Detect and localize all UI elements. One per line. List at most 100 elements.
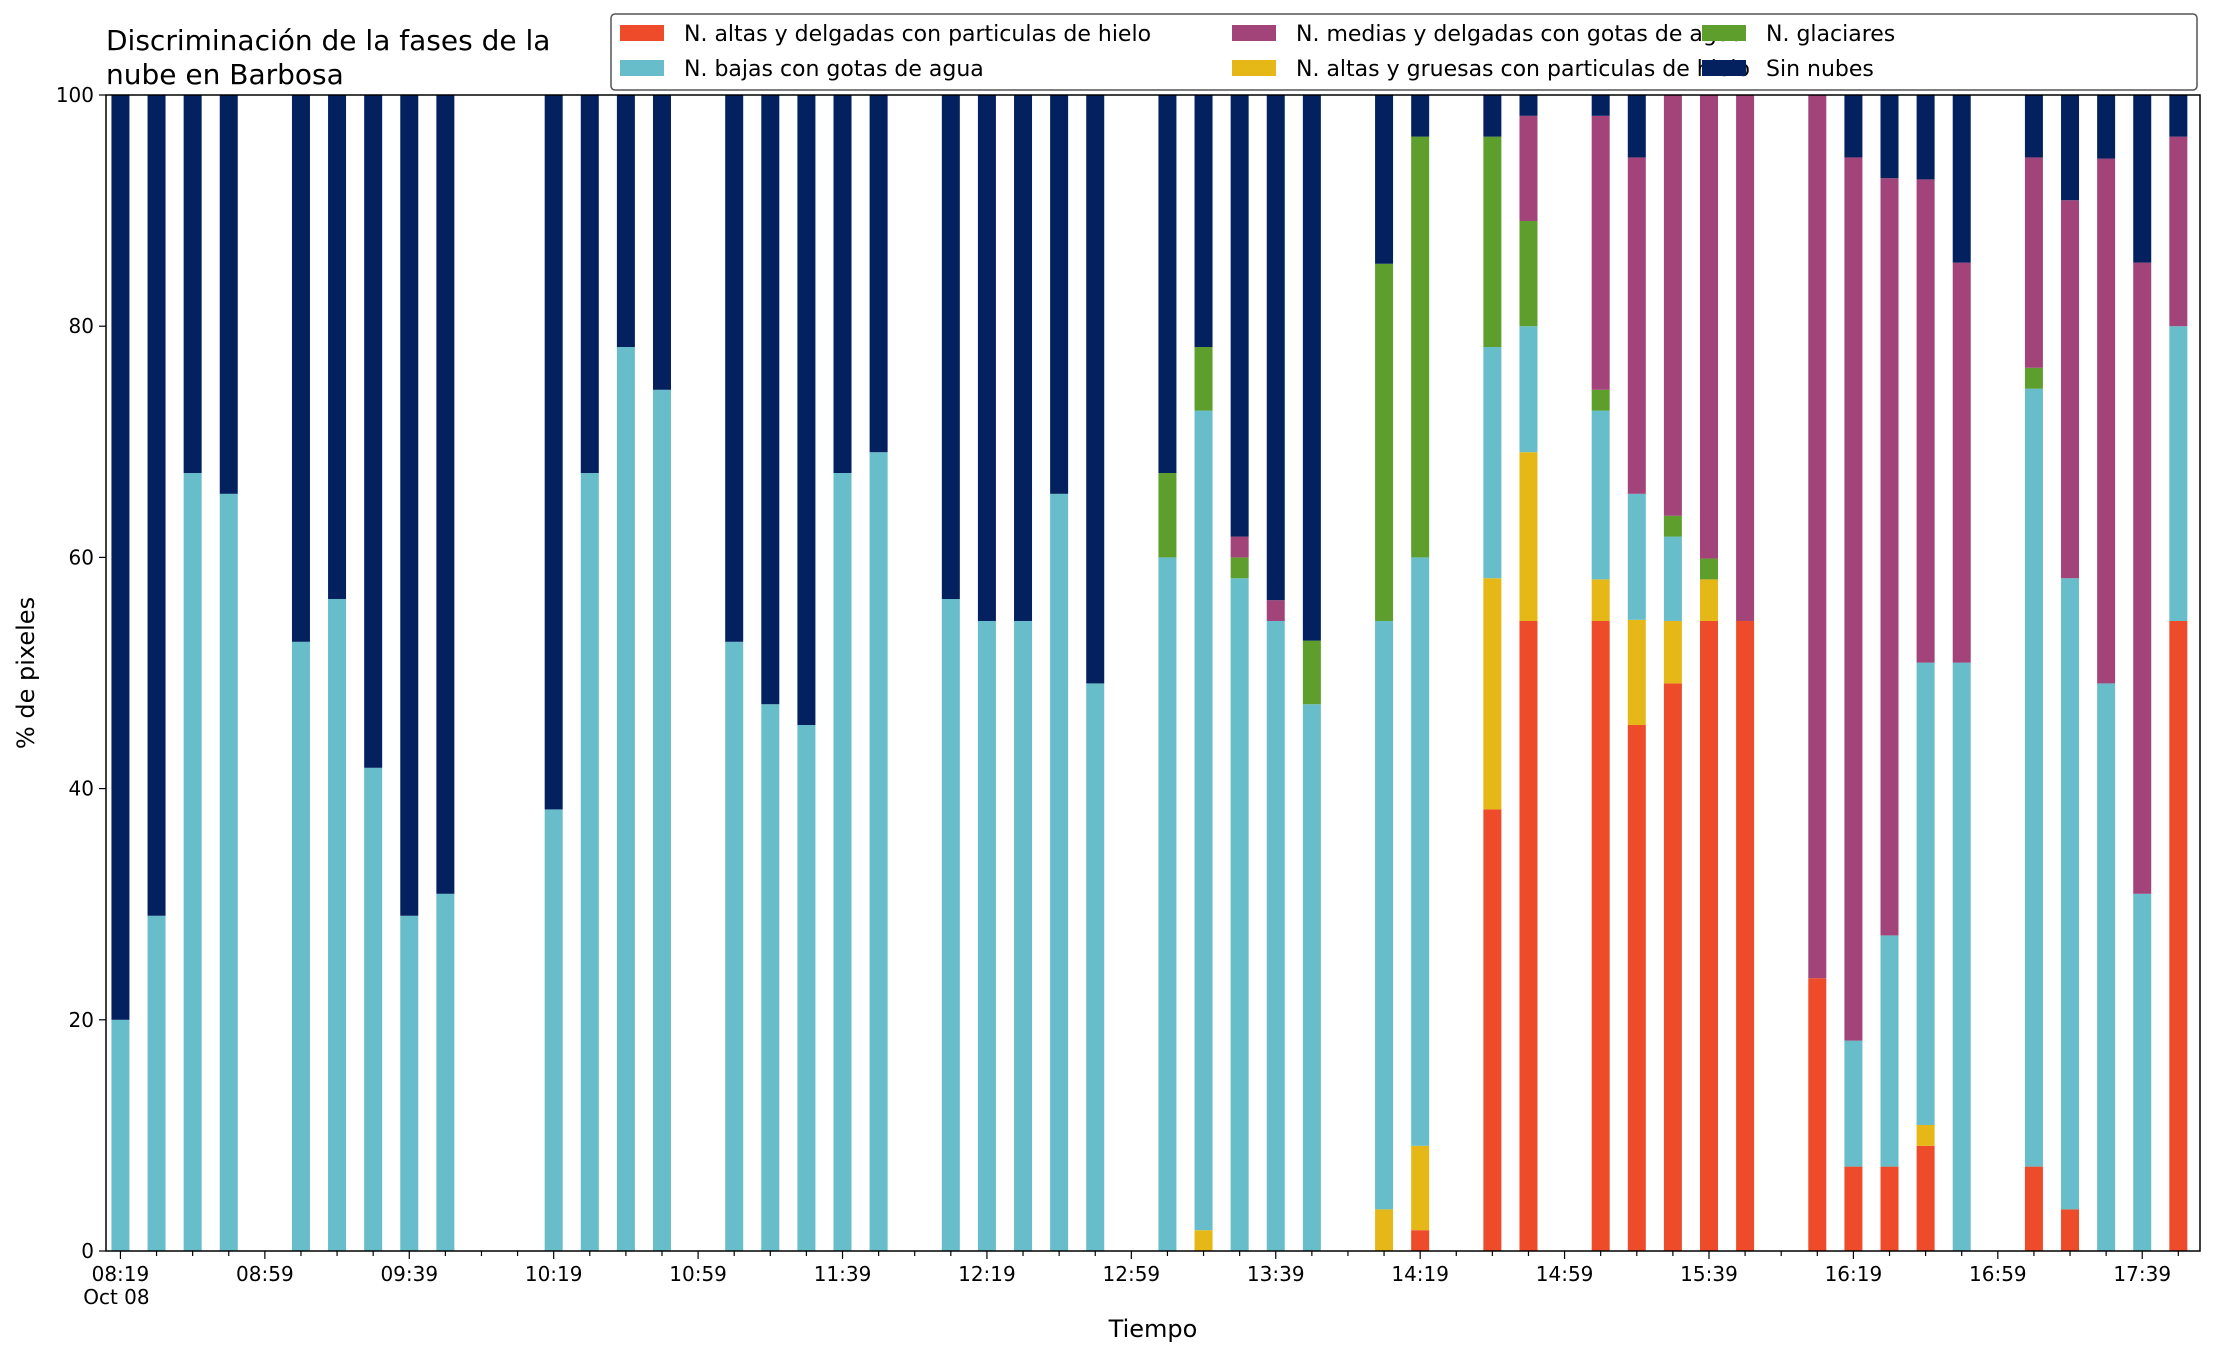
bar-segment-1439-series-2: [1483, 347, 1502, 579]
bar-segment-1419-series-2: [1411, 557, 1430, 1146]
bar-segment-1119-series-2: [761, 704, 780, 1251]
x-axis-label: Tiempo: [1108, 1315, 1198, 1343]
bar-segment-1449-series-2: [1519, 326, 1538, 453]
bar-segment-1419-series-1: [1411, 1145, 1430, 1231]
bar-segment-1329-series-2: [1230, 578, 1249, 1251]
bar-segment-1129-series-5: [797, 95, 816, 726]
bar-segment-0949-series-2: [436, 893, 455, 1251]
bar-segment-0849-series-2: [219, 493, 238, 1251]
bar-segment-1339-series-4: [1266, 600, 1285, 621]
bar-segment-1509-series-4: [1591, 115, 1610, 390]
x-tick-label: 14:59: [1536, 1262, 1594, 1286]
bar-segment-1449-series-0: [1519, 620, 1538, 1251]
bar-segment-1049-series-5: [652, 95, 671, 390]
legend: N. altas y delgadas con particulas de hi…: [610, 13, 2198, 91]
y-tick-label: 20: [69, 1008, 94, 1032]
bar-segment-0919-series-5: [328, 95, 347, 600]
bar-segment-1029-series-2: [580, 473, 599, 1251]
bar-segment-1229-series-5: [1014, 95, 1033, 621]
bar-segment-1529-series-1: [1663, 620, 1682, 684]
legend-swatch-0: [620, 25, 664, 41]
bar-segment-1409-series-2: [1375, 620, 1394, 1210]
bar-segment-1539-series-4: [1699, 95, 1718, 559]
x-tick-label: 16:19: [1825, 1262, 1883, 1286]
bar-segment-1349-series-2: [1302, 704, 1321, 1251]
bar-segment-0939-series-2: [400, 915, 419, 1251]
bar-segment-1529-series-3: [1663, 515, 1682, 537]
bar-segment-1739-series-2: [2133, 893, 2152, 1251]
bar-segment-1519-series-2: [1627, 493, 1646, 620]
bar-segment-1639-series-0: [1916, 1145, 1935, 1251]
legend-swatch-4: [1232, 25, 1276, 41]
bar-segment-1509-series-1: [1591, 579, 1610, 621]
bar-segment-1749-series-0: [2169, 620, 2188, 1251]
bar-segment-1649-series-2: [1952, 662, 1971, 1251]
y-axis-ticks: 0 20 40 60 80 100: [56, 83, 106, 1263]
bar-segment-1319-series-3: [1194, 347, 1213, 411]
bar-segment-1609-series-4: [1808, 95, 1827, 979]
legend-swatch-5: [1702, 60, 1746, 76]
legend-label-5: Sin nubes: [1766, 57, 1874, 82]
bar-segment-0909-series-5: [291, 95, 310, 642]
bar-segment-1319-series-5: [1194, 95, 1213, 348]
legend-swatch-1: [1232, 60, 1276, 76]
bar-segment-1609-series-0: [1808, 978, 1827, 1251]
bar-segment-1439-series-1: [1483, 578, 1502, 810]
bar-segment-1439-series-5: [1483, 95, 1502, 137]
bar-segment-1509-series-2: [1591, 410, 1610, 580]
bar-segment-1419-series-3: [1411, 136, 1430, 558]
x-tick-label: 08:59: [236, 1262, 294, 1286]
bar-segment-1409-series-3: [1375, 263, 1394, 621]
bar-segment-1549-series-4: [1736, 95, 1755, 621]
bar-segment-0829-series-5: [147, 95, 166, 916]
bar-segment-0839-series-2: [183, 473, 202, 1251]
bar-segment-0919-series-2: [328, 599, 347, 1251]
bar-segment-1329-series-5: [1230, 95, 1249, 537]
x-tick-label: 10:59: [669, 1262, 727, 1286]
bar-segment-0839-series-5: [183, 95, 202, 474]
bar-segment-1329-series-4: [1230, 536, 1249, 558]
bar-segment-1709-series-3: [2024, 367, 2043, 389]
bar-segment-1209-series-5: [941, 95, 960, 600]
bar-segment-0939-series-5: [400, 95, 419, 916]
y-tick-label: 60: [69, 545, 94, 569]
bar-segment-1739-series-4: [2133, 262, 2152, 894]
x-tick-sublabel: Oct 08: [83, 1285, 149, 1309]
bar-segment-1749-series-5: [2169, 95, 2188, 137]
bar-segment-1519-series-0: [1627, 725, 1646, 1251]
bar-segment-0849-series-5: [219, 95, 238, 494]
bar-segment-0819-series-5: [111, 95, 130, 1020]
bar-segment-1249-series-2: [1086, 683, 1105, 1251]
bar-segment-1349-series-5: [1302, 95, 1321, 641]
bar-segment-1049-series-2: [652, 389, 671, 1251]
legend-swatch-3: [1702, 25, 1746, 41]
bar-segment-1639-series-5: [1916, 95, 1935, 180]
bar-segment-1419-series-5: [1411, 95, 1430, 137]
bar-segment-1709-series-2: [2024, 388, 2043, 1167]
bar-segment-0909-series-2: [291, 641, 310, 1251]
chart-title: Discriminación de la fases de la nube en…: [106, 24, 550, 91]
y-axis-label: % de pixeles: [12, 597, 40, 749]
x-tick-label: 17:39: [2113, 1262, 2171, 1286]
bar-segment-1109-series-2: [725, 641, 744, 1251]
bar-segment-1629-series-4: [1880, 178, 1899, 936]
bar-segment-1449-series-5: [1519, 95, 1538, 116]
bar-segment-1709-series-0: [2024, 1166, 2043, 1251]
bar-segment-1629-series-5: [1880, 95, 1899, 179]
legend-label-0: N. altas y delgadas con particulas de hi…: [684, 22, 1151, 47]
x-tick-label: 08:19: [92, 1262, 150, 1286]
bar-segment-1639-series-1: [1916, 1125, 1935, 1146]
bar-segment-1439-series-0: [1483, 809, 1502, 1251]
bar-segment-1719-series-0: [2061, 1209, 2080, 1251]
bar-segment-1709-series-5: [2024, 95, 2043, 158]
bar-segment-1749-series-4: [2169, 136, 2188, 327]
x-tick-label: 16:59: [1969, 1262, 2027, 1286]
bar-segment-1039-series-2: [616, 347, 635, 1251]
bar-segment-1539-series-0: [1699, 620, 1718, 1251]
bar-segment-1649-series-4: [1952, 262, 1971, 663]
bar-segment-1539-series-1: [1699, 579, 1718, 621]
bar-segment-1449-series-1: [1519, 452, 1538, 621]
bar-segment-1039-series-5: [616, 95, 635, 348]
bar-segment-0929-series-5: [364, 95, 383, 768]
